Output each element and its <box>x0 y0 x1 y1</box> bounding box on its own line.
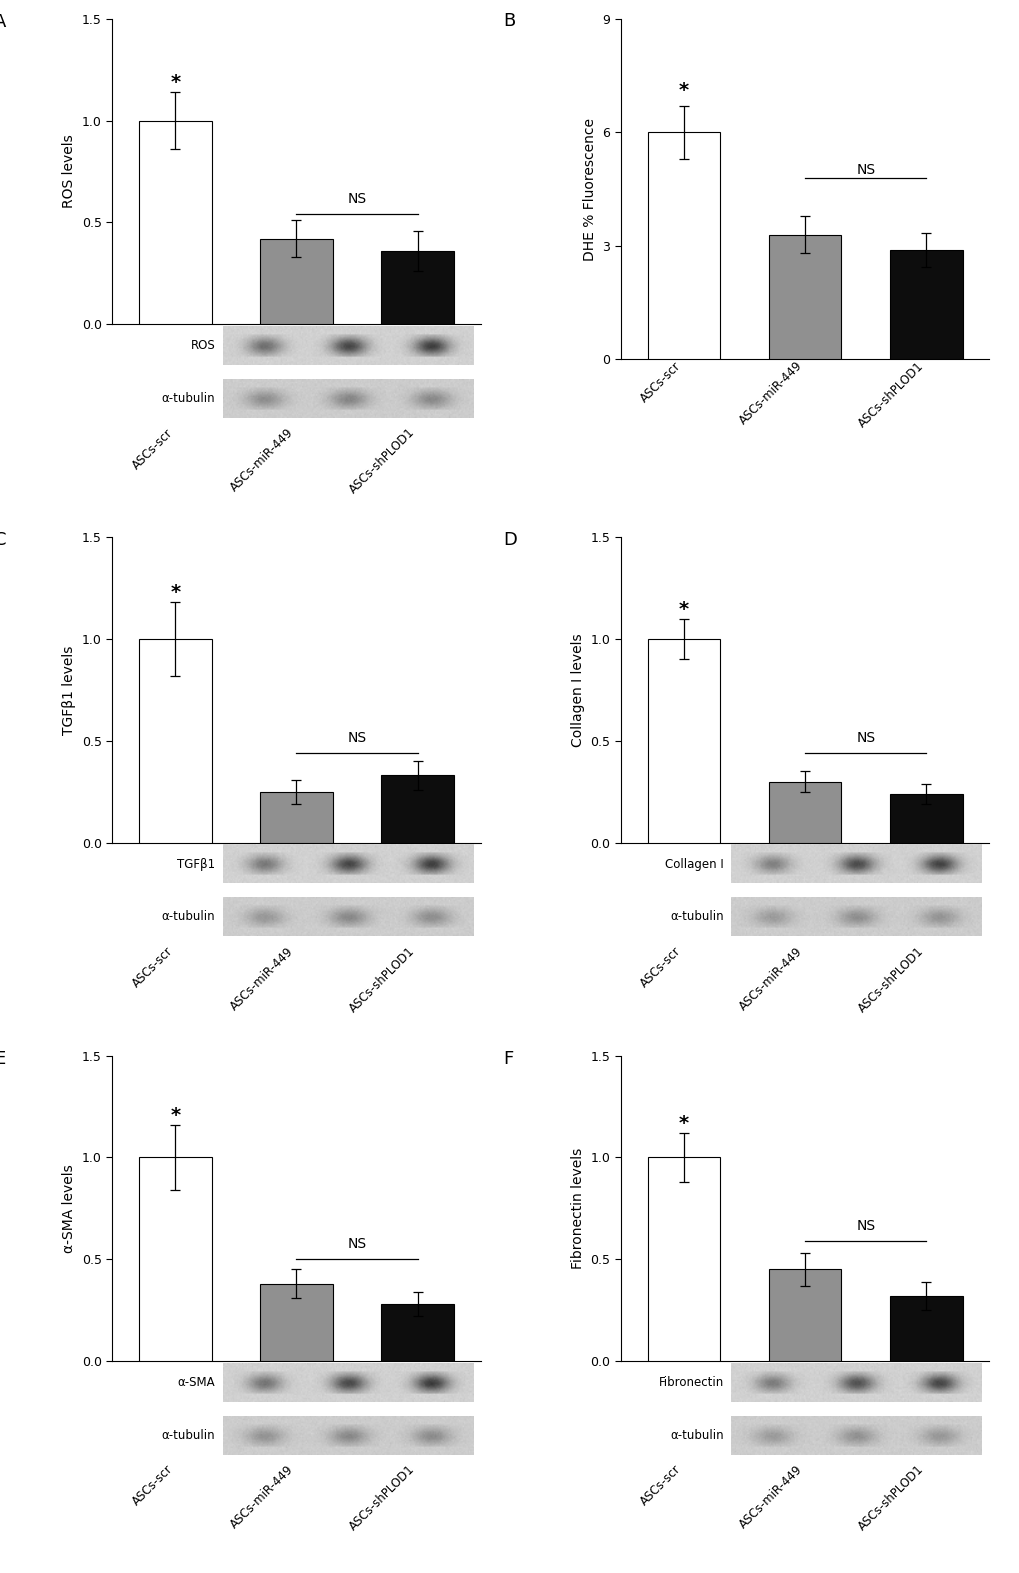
Bar <box>381 252 453 324</box>
Text: ASCs-shPLOD1: ASCs-shPLOD1 <box>855 359 925 429</box>
Text: *: * <box>170 1106 180 1125</box>
Bar <box>647 639 719 843</box>
Text: ASCs-shPLOD1: ASCs-shPLOD1 <box>855 944 925 1015</box>
Bar <box>381 1304 453 1361</box>
Text: ASCs-miR-449: ASCs-miR-449 <box>736 944 804 1013</box>
Bar <box>260 1284 332 1361</box>
Y-axis label: TGFβ1 levels: TGFβ1 levels <box>62 645 76 735</box>
Text: NS: NS <box>855 1219 874 1233</box>
Y-axis label: ROS levels: ROS levels <box>62 135 76 209</box>
Y-axis label: DHE % Fluorescence: DHE % Fluorescence <box>582 118 596 261</box>
Text: α-tubulin: α-tubulin <box>669 1428 723 1442</box>
Text: ROS: ROS <box>191 340 215 352</box>
Bar <box>768 1269 841 1361</box>
Text: *: * <box>679 599 688 618</box>
Text: ASCs-scr: ASCs-scr <box>638 359 683 406</box>
Text: *: * <box>170 74 180 93</box>
Text: ASCs-scr: ASCs-scr <box>638 944 683 989</box>
Text: ASCs-miR-449: ASCs-miR-449 <box>736 1463 804 1531</box>
Text: α-tubulin: α-tubulin <box>162 911 215 923</box>
Text: α-tubulin: α-tubulin <box>669 911 723 923</box>
Text: C: C <box>0 532 7 549</box>
Text: α-SMA: α-SMA <box>177 1376 215 1389</box>
Text: ASCs-shPLOD1: ASCs-shPLOD1 <box>346 1463 418 1534</box>
Y-axis label: Fibronectin levels: Fibronectin levels <box>571 1148 584 1269</box>
Bar <box>768 234 841 359</box>
Text: ASCs-scr: ASCs-scr <box>638 1463 683 1509</box>
Text: *: * <box>679 1114 688 1133</box>
Bar <box>890 794 962 843</box>
Y-axis label: α-SMA levels: α-SMA levels <box>62 1164 76 1252</box>
Text: *: * <box>679 82 688 101</box>
Bar <box>890 250 962 359</box>
Text: α-tubulin: α-tubulin <box>162 1428 215 1442</box>
Text: ASCs-scr: ASCs-scr <box>129 1463 175 1509</box>
Text: E: E <box>0 1049 5 1068</box>
Text: *: * <box>170 584 180 602</box>
Y-axis label: Collagen I levels: Collagen I levels <box>571 634 584 747</box>
Text: NS: NS <box>855 162 874 176</box>
Bar <box>139 639 211 843</box>
Text: NS: NS <box>347 192 366 206</box>
Text: ASCs-miR-449: ASCs-miR-449 <box>228 1463 297 1531</box>
Text: A: A <box>0 13 7 31</box>
Text: α-tubulin: α-tubulin <box>162 392 215 406</box>
Bar <box>139 1158 211 1361</box>
Bar <box>260 791 332 843</box>
Bar <box>890 1296 962 1361</box>
Text: ASCs-scr: ASCs-scr <box>129 426 175 472</box>
Text: F: F <box>502 1049 513 1068</box>
Text: NS: NS <box>347 731 366 746</box>
Bar <box>260 239 332 324</box>
Text: ASCs-shPLOD1: ASCs-shPLOD1 <box>855 1463 925 1534</box>
Text: TGFβ1: TGFβ1 <box>177 857 215 870</box>
Text: ASCs-shPLOD1: ASCs-shPLOD1 <box>346 426 418 497</box>
Bar <box>139 121 211 324</box>
Text: ASCs-scr: ASCs-scr <box>129 944 175 989</box>
Text: Collagen I: Collagen I <box>664 857 723 870</box>
Text: ASCs-miR-449: ASCs-miR-449 <box>228 426 297 494</box>
Text: B: B <box>502 13 515 30</box>
Bar <box>768 782 841 843</box>
Bar <box>647 132 719 359</box>
Text: NS: NS <box>855 731 874 746</box>
Text: Fibronectin: Fibronectin <box>658 1376 723 1389</box>
Text: ASCs-miR-449: ASCs-miR-449 <box>228 944 297 1013</box>
Bar <box>381 775 453 843</box>
Bar <box>647 1158 719 1361</box>
Text: D: D <box>502 532 517 549</box>
Text: ASCs-miR-449: ASCs-miR-449 <box>736 359 804 428</box>
Text: NS: NS <box>347 1236 366 1251</box>
Text: ASCs-shPLOD1: ASCs-shPLOD1 <box>346 944 418 1015</box>
